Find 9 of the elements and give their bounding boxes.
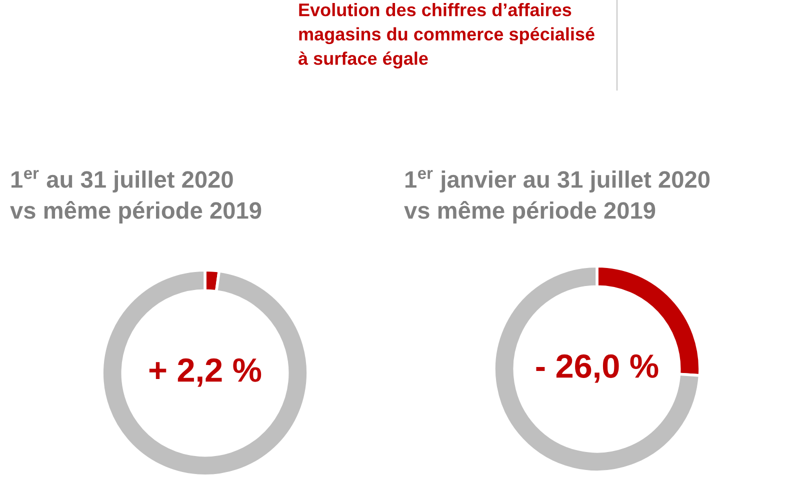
chart-title: 1$^{er}$ janvier au 31 juillet 2020 [405, 170, 710, 193]
text: Evolution des chiffres d’affaires magasins du commerce spécialisé à surface égale [298, 3, 594, 69]
chart-title: 1$^{er}$ au 31 juillet 2020 [11, 170, 233, 193]
donut-slice [492, 264, 702, 474]
chart-subtitle: vs même période 2019 [404, 201, 656, 224]
chart-subtitle: vs même période 2019 [10, 201, 262, 224]
donut-slice [100, 268, 310, 478]
text: - 26,0 % [536, 354, 658, 383]
text: + 2,2 % [149, 358, 262, 387]
